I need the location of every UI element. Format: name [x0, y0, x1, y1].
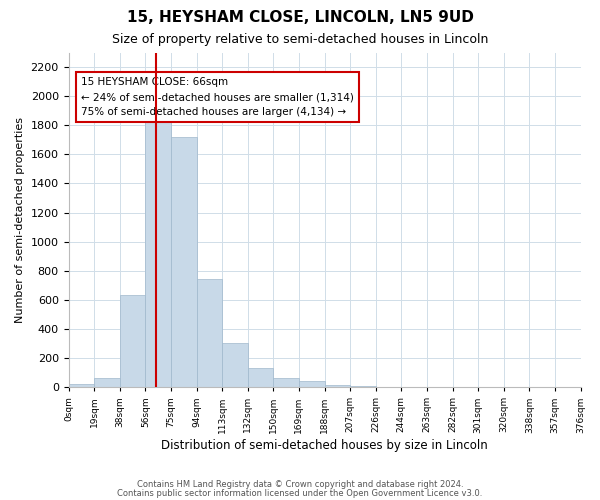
- Bar: [68, 384, 94, 387]
- Bar: [171, 137, 197, 387]
- X-axis label: Distribution of semi-detached houses by size in Lincoln: Distribution of semi-detached houses by …: [161, 440, 488, 452]
- Text: Contains public sector information licensed under the Open Government Licence v3: Contains public sector information licen…: [118, 488, 482, 498]
- Bar: [274, 378, 299, 387]
- Y-axis label: Number of semi-detached properties: Number of semi-detached properties: [15, 117, 25, 323]
- Bar: [325, 385, 350, 387]
- Text: 15 HEYSHAM CLOSE: 66sqm
← 24% of semi-detached houses are smaller (1,314)
75% of: 15 HEYSHAM CLOSE: 66sqm ← 24% of semi-de…: [82, 77, 354, 117]
- Bar: [222, 343, 248, 387]
- Text: Contains HM Land Registry data © Crown copyright and database right 2024.: Contains HM Land Registry data © Crown c…: [137, 480, 463, 489]
- Bar: [120, 296, 145, 387]
- Text: Size of property relative to semi-detached houses in Lincoln: Size of property relative to semi-detach…: [112, 32, 488, 46]
- Bar: [248, 368, 274, 387]
- Bar: [350, 386, 376, 387]
- Bar: [197, 280, 222, 387]
- Bar: [94, 378, 120, 387]
- Text: 15, HEYSHAM CLOSE, LINCOLN, LN5 9UD: 15, HEYSHAM CLOSE, LINCOLN, LN5 9UD: [127, 10, 473, 25]
- Bar: [145, 121, 171, 387]
- Bar: [299, 382, 325, 387]
